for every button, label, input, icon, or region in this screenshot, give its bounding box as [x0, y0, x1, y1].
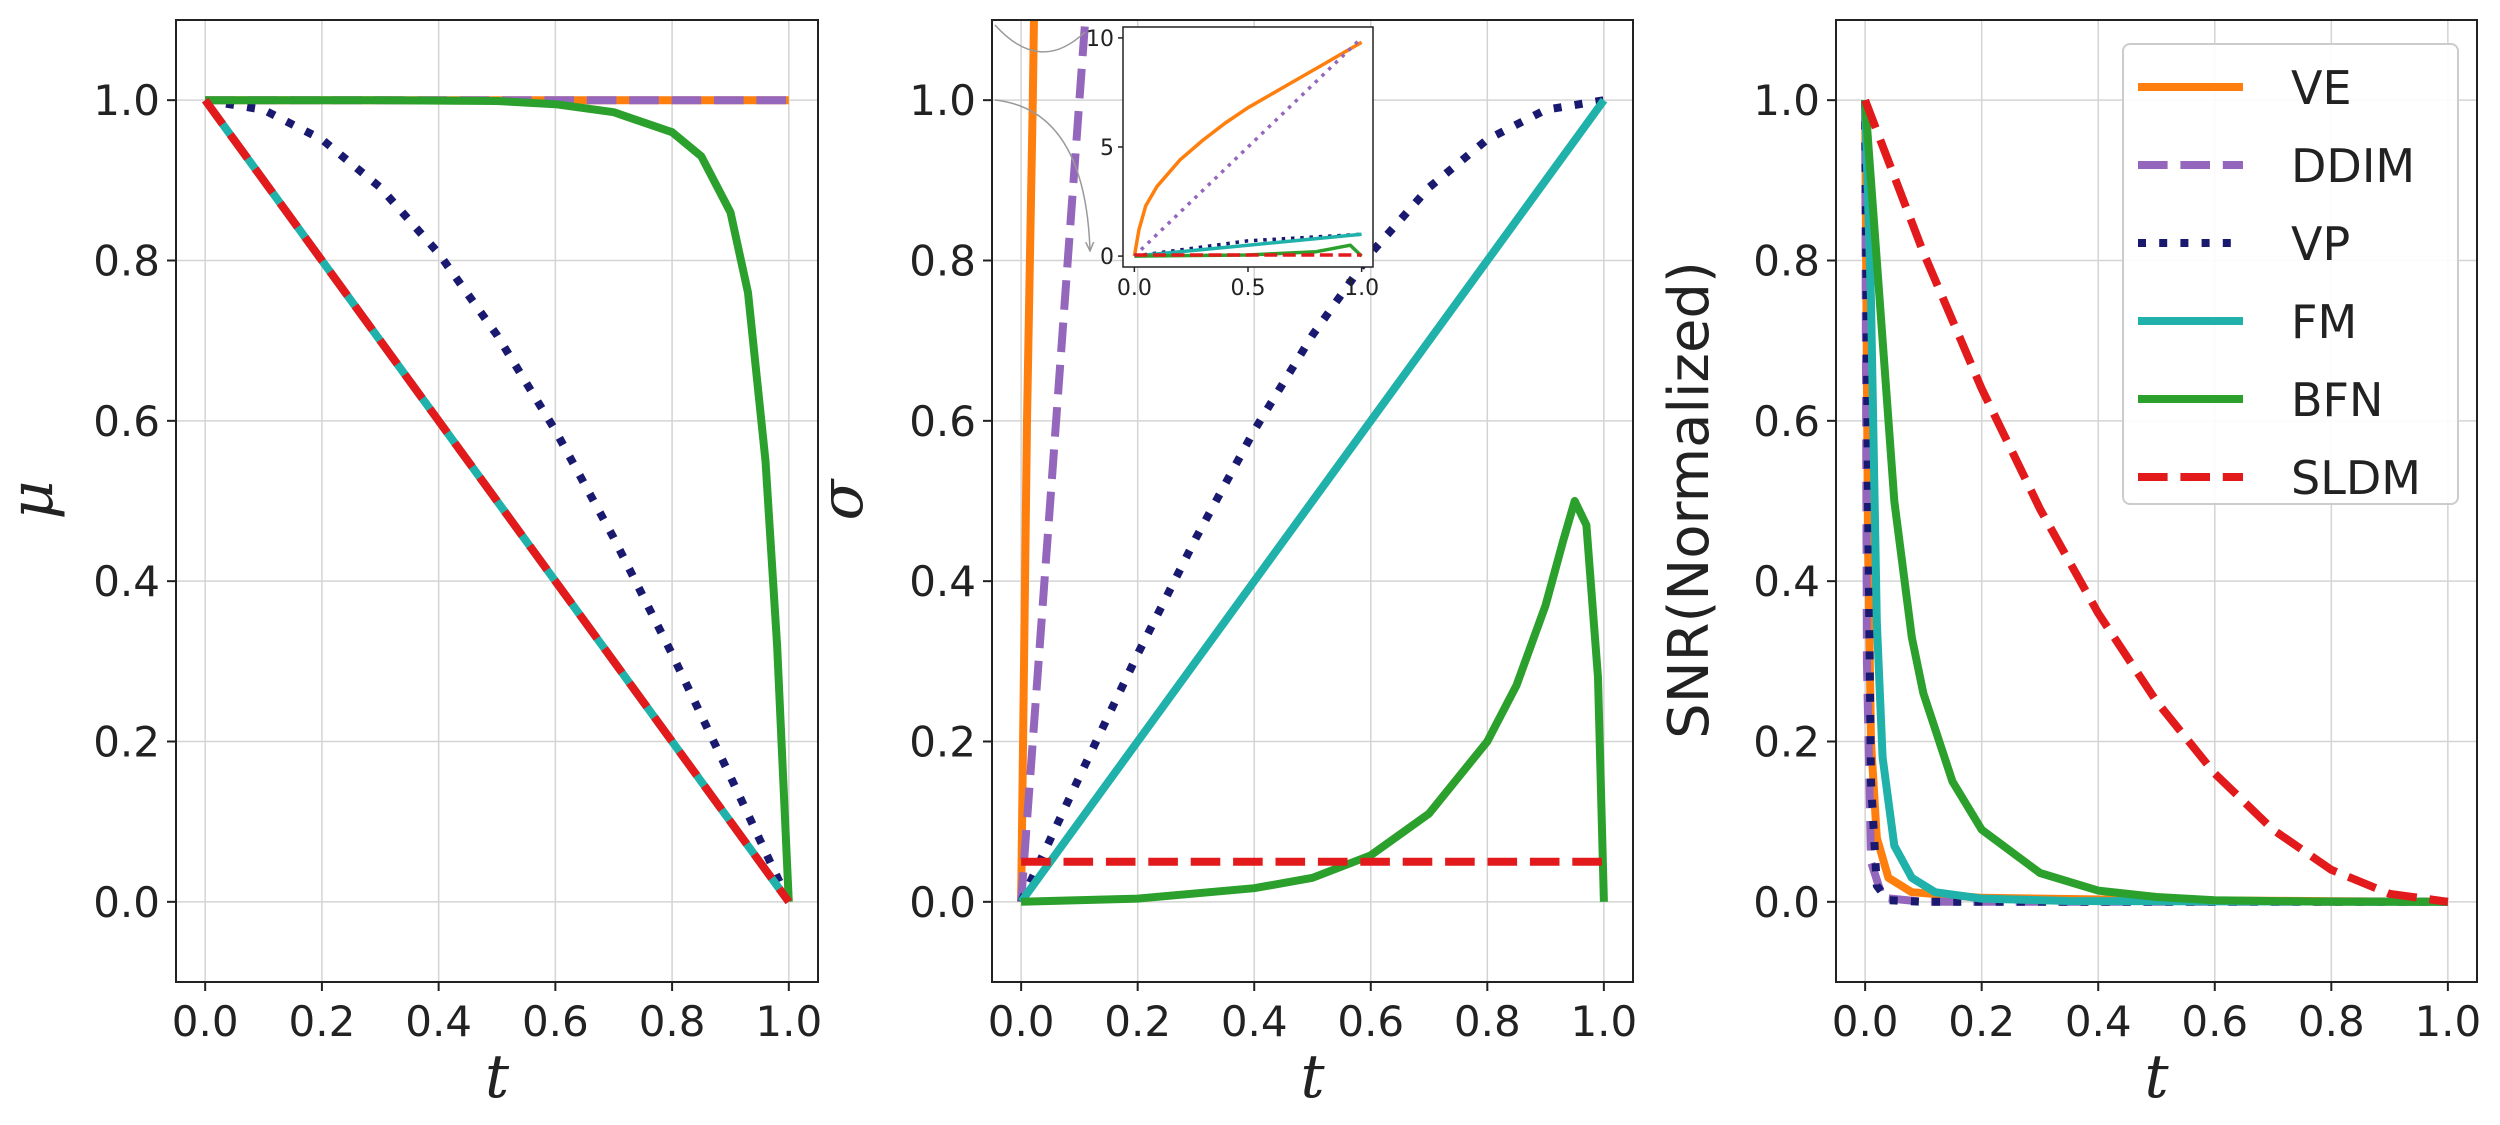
legend-label-bfn: BFN — [2291, 373, 2383, 427]
x-tick-label: 0.6 — [1337, 997, 1404, 1046]
y-tick-label: 0.6 — [909, 397, 976, 446]
series-line-fm — [1861, 100, 2448, 906]
x-tick-label: 0.6 — [2181, 997, 2248, 1046]
series-line-fm — [1017, 97, 1608, 905]
x-tick-label: 0.6 — [522, 997, 589, 1046]
inset-y-tick-label: 5 — [1100, 136, 1114, 161]
inset-x-tick-label: 0.5 — [1231, 276, 1266, 301]
zoom-arrow — [994, 24, 1086, 53]
inset-panel: 0.0 0.5 1.0 0 5 10 — [1086, 26, 1379, 301]
inset-frame — [1122, 26, 1374, 268]
zoom-arrows — [994, 24, 1090, 250]
series-group — [201, 96, 793, 905]
inset-background — [1123, 27, 1373, 267]
y-tick-label: 0.8 — [1753, 237, 1820, 286]
legend-label-ddim: DDIM — [2291, 139, 2415, 193]
inset-series-line-fm — [1134, 232, 1362, 258]
axes-frame — [175, 19, 819, 983]
series-line-vp — [204, 96, 793, 904]
legend-label-sldm: SLDM — [2291, 451, 2421, 505]
legend: VE DDIM VP FM BFN SLDM — [2122, 43, 2459, 505]
panel-snr: 0.0 0.2 0.4 0.6 0.8 1.0 0.0 0.2 0.4 0.6 0.8 1.0 t SNR… — [1657, 19, 2481, 1112]
y-tick-label: 0.2 — [909, 718, 976, 767]
x-tick-label: 0.2 — [289, 997, 356, 1046]
y-tick-label: 1.0 — [93, 76, 160, 125]
series-line-vp — [1017, 96, 1605, 904]
inset-y-tick-label: 0 — [1100, 245, 1114, 270]
axes-frame — [991, 19, 1634, 983]
legend-label-ve: VE — [2291, 61, 2352, 115]
series-line-vp — [1861, 100, 2448, 906]
legend-label-fm: FM — [2291, 295, 2357, 349]
y-tick-label: 0.4 — [93, 557, 160, 606]
y-tick-label: 0.4 — [909, 557, 976, 606]
series-line-sldm — [201, 97, 793, 905]
series-group — [1861, 98, 2449, 906]
y-tick-label: 0.0 — [1753, 878, 1820, 927]
series-line-bfn — [1861, 99, 2448, 906]
x-axis-label: t — [1300, 1042, 1325, 1112]
x-tick-label: 1.0 — [755, 997, 822, 1046]
inset-x-tick-label: 1.0 — [1344, 276, 1379, 301]
x-tick-label: 0.2 — [1948, 997, 2015, 1046]
y-tick-label: 0.2 — [93, 718, 160, 767]
panel-sigma: 0.0 0.2 0.4 0.6 0.8 1.0 0.0 0.2 0.4 0.6 0.8 1.0 t σ — [807, 19, 1637, 1112]
inset-series-group — [1132, 36, 1363, 258]
series-group — [1017, 20, 1608, 906]
inset-series-line-ve — [1132, 40, 1363, 257]
x-tick-label: 0.4 — [405, 997, 472, 1046]
x-tick-label: 0.4 — [2065, 997, 2132, 1046]
series-line-bfn — [205, 96, 793, 902]
legend-label-vp: VP — [2291, 217, 2350, 271]
inset-x-tick-label: 0.0 — [1117, 276, 1152, 301]
y-tick-label: 0.4 — [1753, 557, 1820, 606]
x-tick-label: 0.8 — [639, 997, 706, 1046]
y-tick-label: 0.8 — [93, 237, 160, 286]
legend-box — [2122, 43, 2459, 505]
series-line-ve — [1017, 20, 1038, 902]
x-tick-label: 1.0 — [2414, 997, 2481, 1046]
y-tick-label: 1.0 — [909, 76, 976, 125]
x-tick-label: 0.4 — [1221, 997, 1288, 1046]
series-line-ddim — [1017, 20, 1090, 903]
x-tick-label: 0.2 — [1104, 997, 1171, 1046]
x-tick-label: 0.8 — [2298, 997, 2365, 1046]
x-tick-label: 0.0 — [172, 997, 239, 1046]
y-tick-label: 0.2 — [1753, 718, 1820, 767]
zoom-arrow — [994, 99, 1090, 250]
y-tick-label: 0.8 — [909, 237, 976, 286]
x-axis-label: t — [2144, 1042, 2169, 1112]
y-tick-label: 0.6 — [1753, 397, 1820, 446]
y-tick-label: 0.0 — [909, 878, 976, 927]
series-line-sldm — [1861, 98, 2449, 906]
x-tick-label: 1.0 — [1570, 997, 1637, 1046]
x-tick-label: 0.0 — [988, 997, 1055, 1046]
y-axis-label: μ — [0, 481, 67, 520]
x-tick-label: 0.0 — [1832, 997, 1899, 1046]
y-axis-label: SNR(Normalized) — [1657, 261, 1722, 739]
x-axis-label: t — [485, 1042, 510, 1112]
y-axis-label: σ — [807, 477, 877, 520]
inset-y-tick-label: 10 — [1086, 27, 1114, 52]
x-tick-label: 0.8 — [1454, 997, 1521, 1046]
series-line-bfn — [1020, 497, 1608, 906]
panel-mu: 0.0 0.2 0.4 0.6 0.8 1.0 0.0 0.2 0.4 0.6 0.8 1.0 t μ — [0, 19, 822, 1112]
inset-series-line-ddim — [1133, 36, 1363, 258]
y-tick-label: 1.0 — [1753, 76, 1820, 125]
axes-frame — [1835, 19, 2478, 983]
y-tick-label: 0.0 — [93, 878, 160, 927]
y-tick-label: 0.6 — [93, 397, 160, 446]
